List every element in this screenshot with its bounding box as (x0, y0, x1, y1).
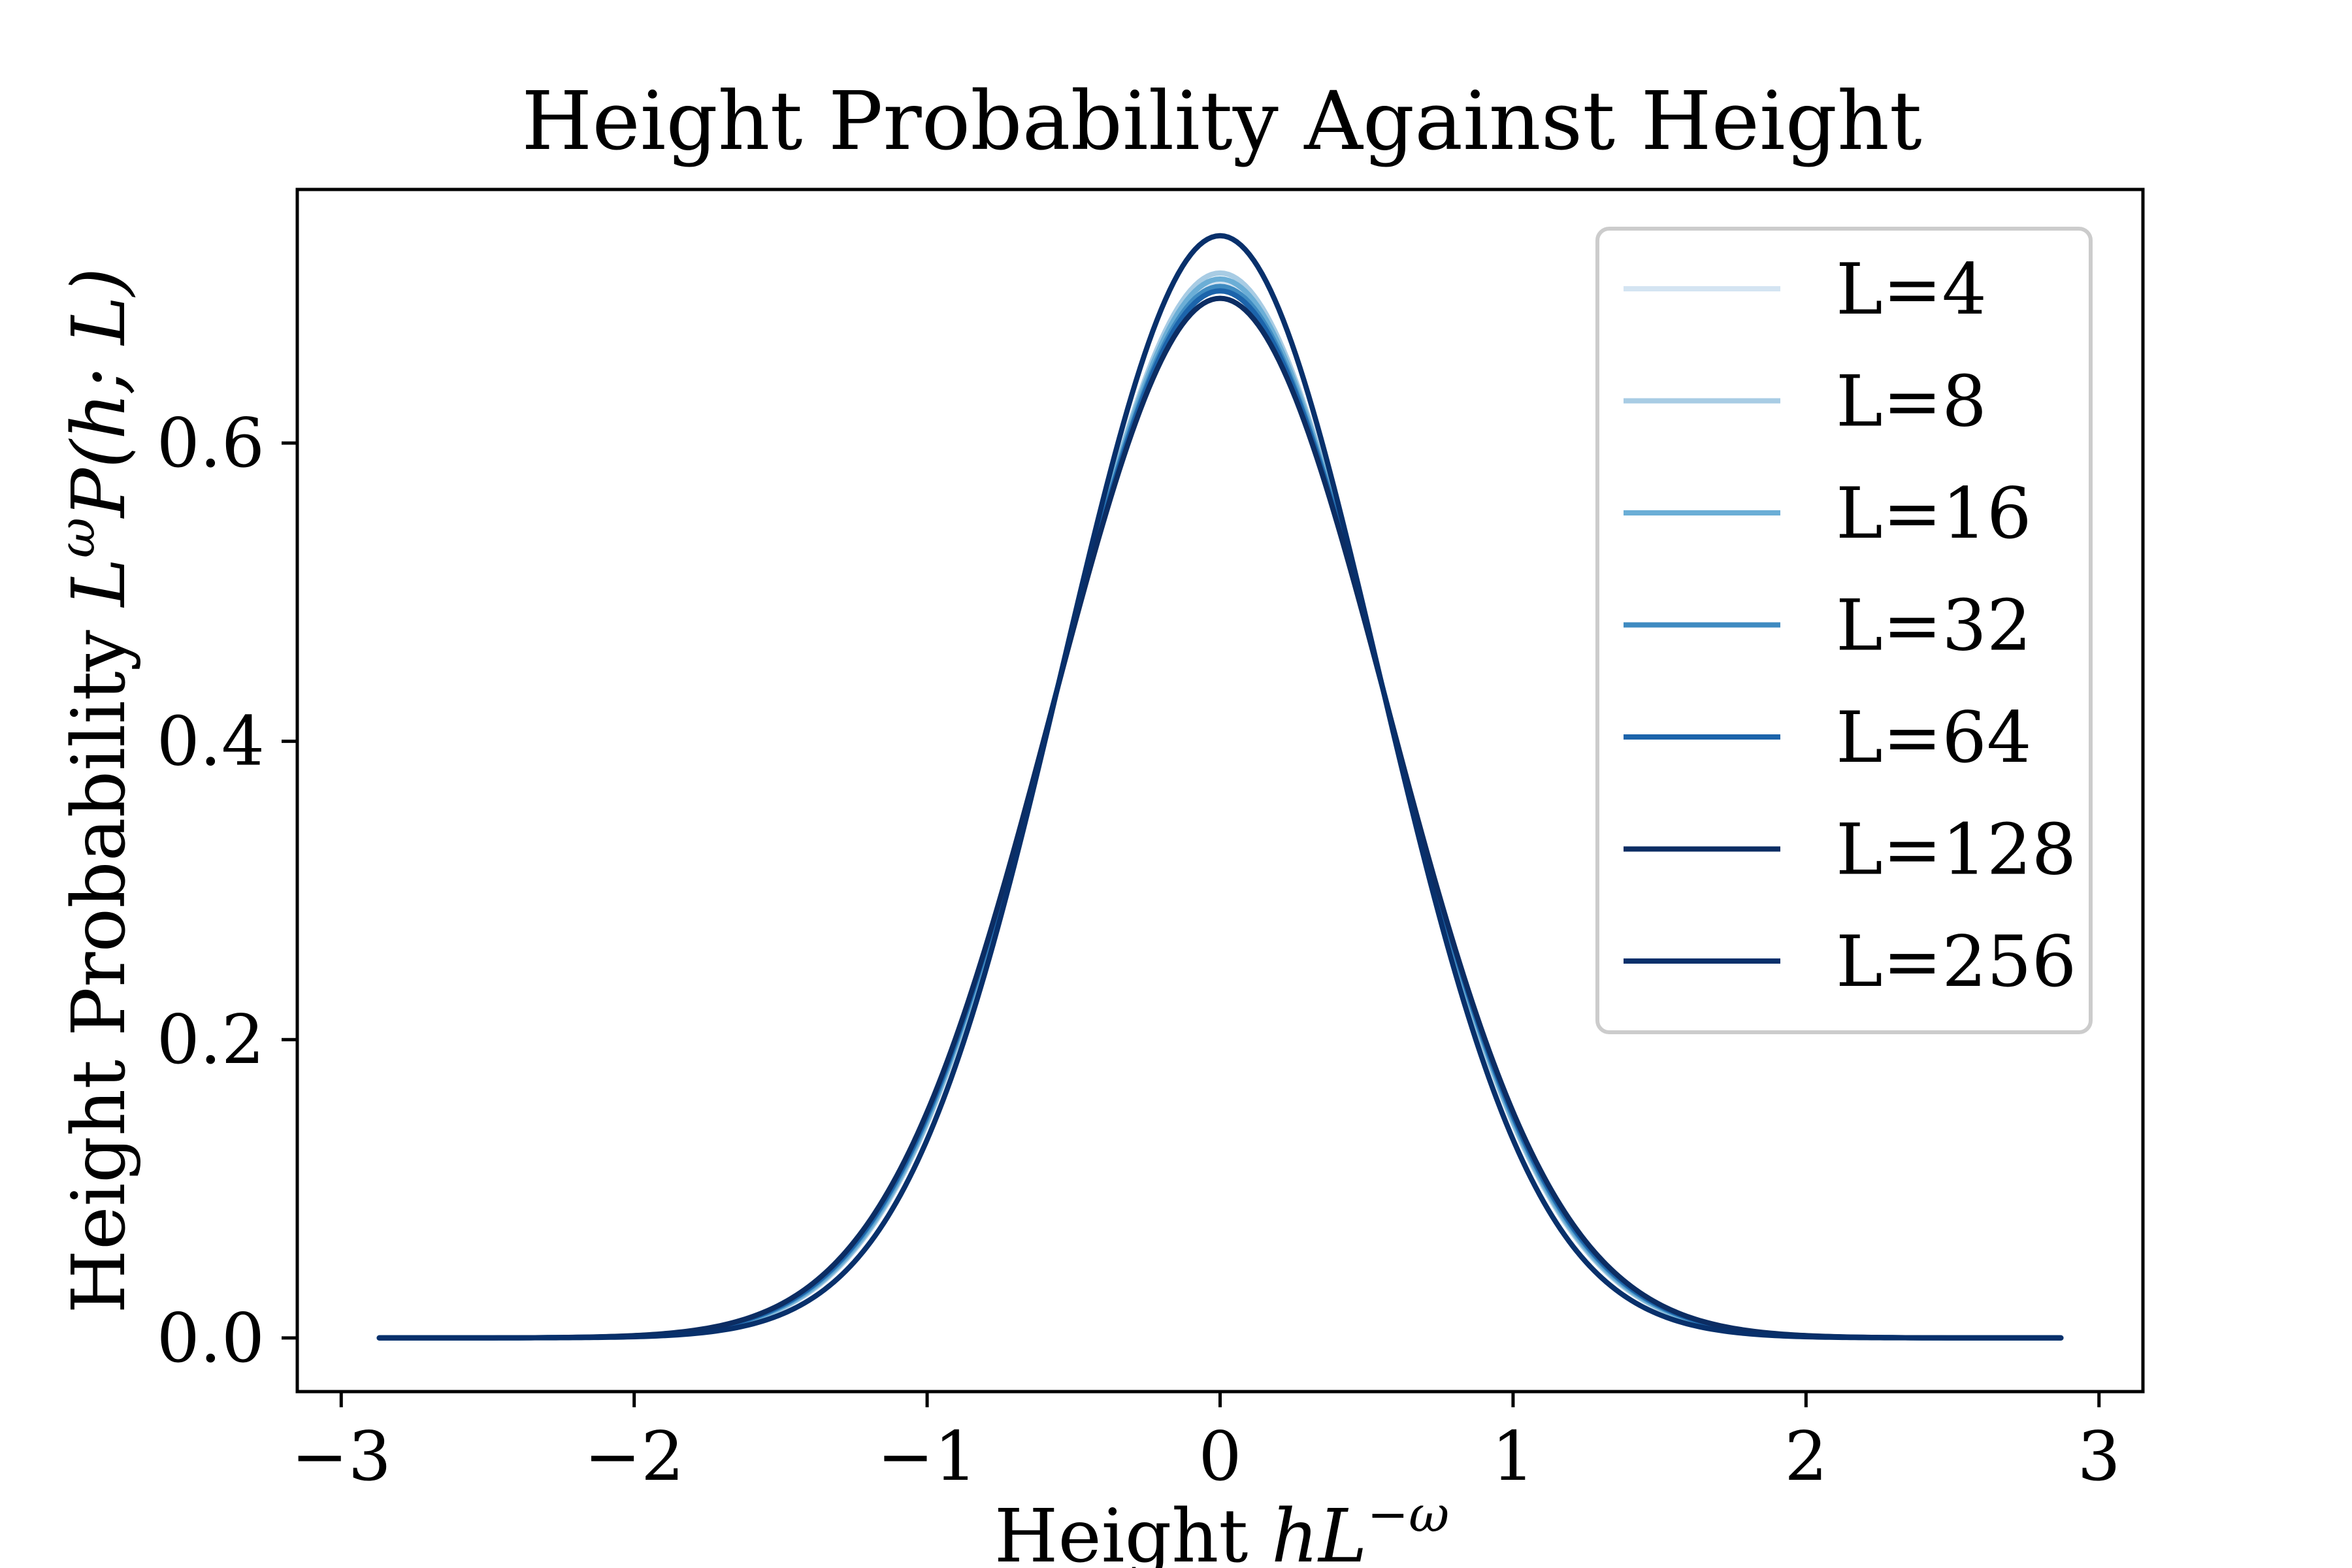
x-tick-label: −3 (291, 1416, 391, 1496)
chart-title: Height Probability Against Height (521, 74, 1921, 169)
y-axis-label: Height Probability LωP(h; L) (48, 268, 142, 1314)
series-line-l-256 (376, 233, 2064, 1341)
legend-items: L=4 L=8 L=16 L=32 L=64 L=128 L=256 (1624, 249, 2076, 1003)
y-axis-label-func: P (57, 467, 142, 519)
x-tick-label: 1 (1492, 1416, 1535, 1496)
y-tick-label: 0.0 (157, 1298, 265, 1378)
x-tick-label: 3 (2078, 1416, 2121, 1496)
series-group (376, 233, 2064, 1341)
x-tick-label: −2 (584, 1416, 684, 1496)
x-axis-label-var-l: L (1317, 1494, 1367, 1568)
x-tick-label: 0 (1198, 1416, 1241, 1496)
y-axis-label-exponent: ω (48, 517, 106, 558)
y-ticks: 0.0 0.2 0.4 0.6 (157, 403, 297, 1378)
legend-label: L=4 (1836, 249, 1987, 331)
legend-label: L=16 (1836, 473, 2032, 555)
x-tick-label: 2 (1784, 1416, 1827, 1496)
y-axis-label-var-l: L (57, 558, 142, 608)
legend-label: L=64 (1836, 697, 2032, 779)
legend-label: L=128 (1836, 809, 2076, 891)
y-tick-label: 0.2 (157, 1000, 265, 1079)
x-axis-label: Height hL−ω (994, 1485, 1449, 1568)
legend-label: L=256 (1836, 921, 2076, 1003)
legend-box (1595, 227, 2093, 1034)
x-tick-label: −1 (877, 1416, 977, 1496)
x-ticks: −3 −2 −1 0 1 2 3 (291, 1392, 2121, 1496)
x-axis-label-exponent: −ω (1367, 1485, 1450, 1543)
legend: L=4 L=8 L=16 L=32 L=64 L=128 L=256 (1595, 227, 2093, 1034)
legend-label: L=8 (1836, 361, 1987, 443)
y-axis-label-prefix: Height Probability (57, 606, 142, 1313)
legend-label: L=32 (1836, 585, 2032, 667)
x-axis-label-var-h: h (1271, 1494, 1318, 1568)
x-axis-label-prefix: Height (994, 1494, 1271, 1568)
y-tick-label: 0.6 (157, 403, 265, 483)
y-tick-label: 0.4 (157, 702, 265, 781)
y-axis-label-args: (h; L) (57, 268, 142, 468)
